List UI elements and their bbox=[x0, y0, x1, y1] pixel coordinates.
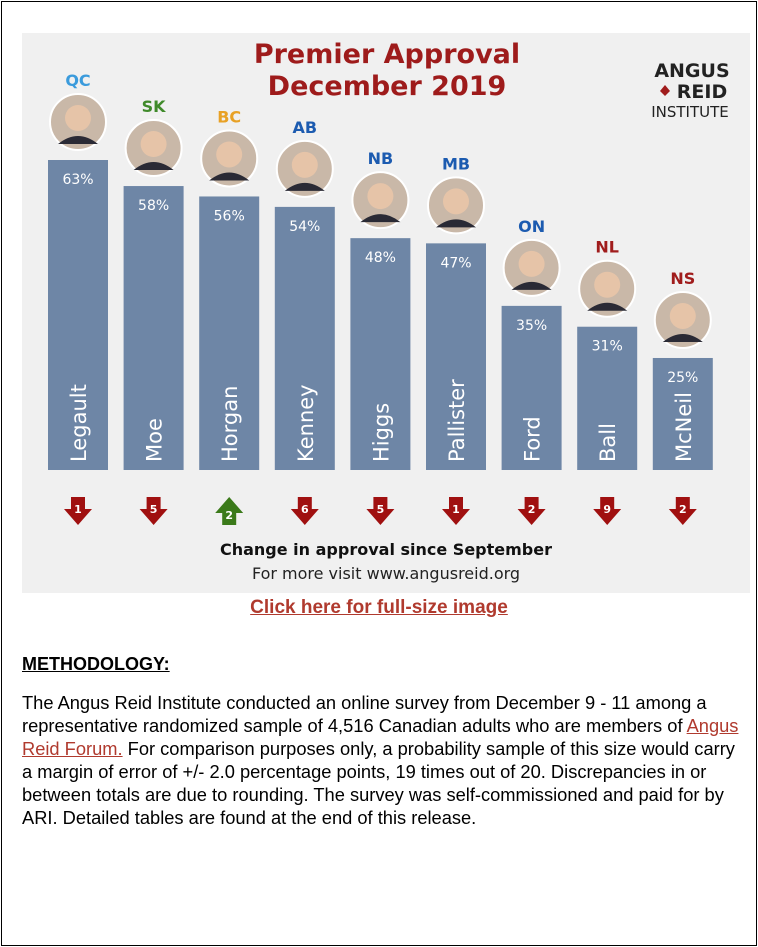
bar-name: Kenney bbox=[294, 384, 318, 462]
methodology-text: The Angus Reid Institute conducted an on… bbox=[22, 691, 747, 829]
value-label: 58% bbox=[138, 198, 169, 214]
page: Premier Approval December 2019 ANGUS REI… bbox=[0, 0, 758, 947]
logo-text: ANGUS bbox=[654, 60, 729, 82]
province: NB bbox=[368, 149, 394, 168]
full-size-link[interactable]: Click here for full-size image bbox=[0, 597, 758, 619]
chart-title: Premier Approval bbox=[254, 39, 520, 70]
value-label: 56% bbox=[214, 208, 245, 224]
value-label: 35% bbox=[516, 318, 547, 334]
change-label: 2 bbox=[528, 503, 536, 516]
bar-name: Higgs bbox=[369, 403, 393, 462]
caption: Change in approval since September bbox=[220, 540, 552, 559]
chart: Premier Approval December 2019 ANGUS REI… bbox=[22, 33, 750, 593]
change-label: 2 bbox=[679, 503, 687, 516]
bar-name: Moe bbox=[143, 418, 167, 462]
change-label: 1 bbox=[74, 503, 82, 516]
change-label: 6 bbox=[301, 503, 309, 516]
value-label: 63% bbox=[62, 172, 93, 188]
value-label: 25% bbox=[667, 370, 698, 386]
logo-text: INSTITUTE bbox=[651, 103, 729, 121]
province: SK bbox=[142, 97, 167, 116]
change-label: 1 bbox=[452, 503, 460, 516]
province: NS bbox=[670, 269, 695, 288]
value-label: 47% bbox=[440, 255, 471, 271]
portrait-face bbox=[443, 188, 469, 214]
province: AB bbox=[293, 118, 318, 137]
portrait-face bbox=[670, 303, 696, 329]
logo-text: REID bbox=[677, 81, 727, 103]
bar-name: Legault bbox=[67, 384, 91, 462]
bar-name: Pallister bbox=[445, 379, 469, 462]
bar-name: Ball bbox=[596, 423, 620, 462]
bar-name: Horgan bbox=[218, 386, 242, 462]
change-label: 2 bbox=[225, 509, 233, 522]
bar-name: Ford bbox=[521, 416, 545, 462]
value-label: 54% bbox=[289, 219, 320, 235]
text: The Angus Reid Institute conducted an on… bbox=[22, 692, 707, 736]
province: BC bbox=[217, 107, 241, 126]
portrait-face bbox=[292, 152, 318, 178]
chart-subtitle: December 2019 bbox=[268, 71, 507, 102]
province: MB bbox=[442, 154, 470, 173]
methodology-heading: METHODOLOGY: bbox=[22, 654, 170, 675]
portrait-face bbox=[141, 131, 167, 157]
source: For more visit www.angusreid.org bbox=[252, 564, 520, 583]
change-label: 5 bbox=[150, 503, 158, 516]
portrait-face bbox=[367, 183, 393, 209]
change-label: 9 bbox=[603, 503, 611, 516]
bar-name: McNeil bbox=[672, 392, 696, 462]
change-label: 5 bbox=[377, 503, 385, 516]
portrait-face bbox=[594, 272, 620, 298]
province: QC bbox=[65, 71, 90, 90]
portrait-face bbox=[65, 105, 91, 131]
value-label: 31% bbox=[592, 339, 623, 355]
portrait-face bbox=[519, 251, 545, 277]
portrait-face bbox=[216, 141, 242, 167]
province: NL bbox=[595, 238, 619, 257]
province: ON bbox=[518, 217, 545, 236]
text: For comparison purposes only, a probabil… bbox=[22, 738, 735, 828]
value-label: 48% bbox=[365, 250, 396, 266]
